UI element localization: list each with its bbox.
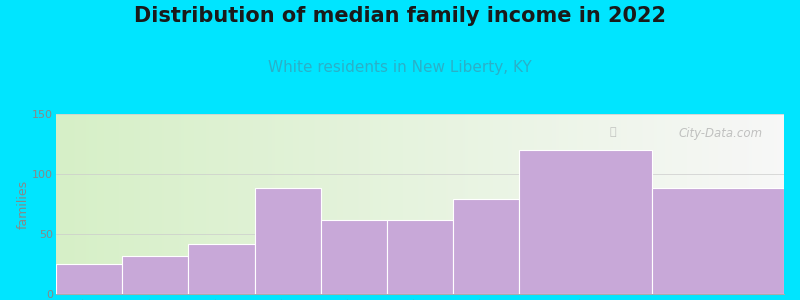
Text: City-Data.com: City-Data.com bbox=[678, 127, 762, 140]
Bar bbox=[188, 244, 254, 294]
Text: White residents in New Liberty, KY: White residents in New Liberty, KY bbox=[268, 60, 532, 75]
Bar bbox=[652, 188, 784, 294]
Bar bbox=[254, 188, 321, 294]
Bar bbox=[453, 199, 519, 294]
Bar bbox=[56, 264, 122, 294]
Bar bbox=[519, 150, 652, 294]
Bar bbox=[122, 256, 188, 294]
Text: Distribution of median family income in 2022: Distribution of median family income in … bbox=[134, 6, 666, 26]
Bar bbox=[387, 220, 453, 294]
Y-axis label: families: families bbox=[17, 179, 30, 229]
Bar bbox=[321, 220, 387, 294]
Text: ⓘ: ⓘ bbox=[610, 127, 616, 136]
